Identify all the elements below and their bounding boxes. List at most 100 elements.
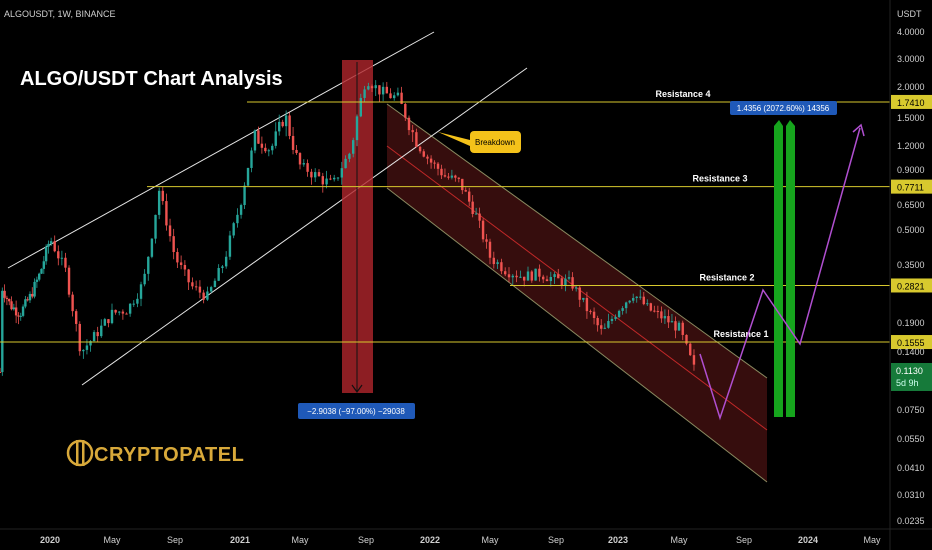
- candle-body: [667, 316, 670, 323]
- candle-body: [515, 275, 518, 278]
- candle-body: [198, 286, 202, 293]
- y-tick-label: 0.0235: [897, 516, 925, 526]
- candle-body: [172, 236, 175, 253]
- y-tick-label: 0.9000: [897, 165, 925, 175]
- rise-measure-box: [730, 101, 837, 115]
- candle-body: [274, 131, 277, 146]
- target-bar-left: [774, 126, 783, 417]
- y-tick-label: 2.0000: [897, 82, 925, 92]
- candle-body: [154, 214, 157, 239]
- candle-body: [21, 306, 25, 316]
- x-tick-label: May: [103, 535, 121, 545]
- candle-body: [232, 223, 235, 236]
- candle-body: [157, 190, 161, 215]
- candle-body: [284, 115, 288, 127]
- candle-body: [582, 297, 585, 300]
- candle-body: [243, 185, 246, 206]
- candle-body: [31, 293, 34, 297]
- candle-body: [132, 303, 135, 305]
- y-tick-label: 0.6500: [897, 200, 925, 210]
- candle-body: [348, 153, 351, 159]
- candle-body: [367, 86, 370, 90]
- resistance-price-tag: [891, 94, 932, 109]
- candle-body: [3, 290, 6, 298]
- candle-body: [239, 205, 243, 215]
- candle-body: [74, 311, 78, 324]
- candle-body: [632, 298, 635, 301]
- candle-body: [35, 279, 39, 282]
- candle-body: [393, 95, 396, 99]
- resistance-price-tag: [891, 179, 932, 194]
- candle-body: [295, 149, 298, 154]
- candle-body: [12, 307, 16, 310]
- resistance-price-tag: [891, 278, 932, 293]
- candle-body: [574, 287, 578, 289]
- candle-body: [352, 140, 355, 154]
- y-tick-label: 1.2000: [897, 141, 925, 151]
- candle-body: [474, 213, 478, 215]
- candle-body: [478, 213, 481, 221]
- candle-body: [100, 325, 103, 337]
- candle-body: [374, 85, 377, 89]
- candle-body: [560, 278, 564, 286]
- channel-upper-line: [386, 103, 768, 379]
- candle-body: [253, 130, 257, 151]
- candle-body: [281, 121, 284, 127]
- cryptopatel-logo: [66, 439, 94, 467]
- candle-body: [224, 256, 228, 267]
- y-tick-label: 0.5000: [897, 225, 925, 235]
- candle-body: [82, 349, 85, 352]
- resistance-layer: Resistance 4 1.7410 Resistance 3 0.7711 Resi…: [0, 89, 932, 350]
- candle-body: [161, 190, 164, 202]
- candle-body: [685, 334, 688, 344]
- resistance-name: Resistance 1: [713, 329, 768, 339]
- x-tick-label: 2022: [420, 535, 440, 545]
- candle-body: [624, 302, 628, 309]
- ascending-channel-lower: [81, 67, 528, 386]
- candle-body: [168, 225, 172, 237]
- candle-body: [187, 269, 190, 283]
- y-tick-label: 0.1900: [897, 318, 925, 328]
- candle-body: [457, 177, 461, 179]
- y-tick-label: 0.0310: [897, 490, 925, 500]
- x-tick-label: Sep: [167, 535, 183, 545]
- candle-body: [429, 158, 433, 163]
- projection-path: [699, 127, 861, 421]
- candle-body: [143, 273, 146, 285]
- candle-body: [317, 172, 321, 177]
- candle-body: [257, 130, 260, 144]
- candle-body: [291, 135, 295, 150]
- chart-title: ALGO/USDT Chart Analysis: [20, 68, 283, 90]
- candle-body: [17, 315, 20, 317]
- candle-body: [549, 277, 553, 282]
- x-tick-label: 2020: [40, 535, 60, 545]
- candle-body: [344, 158, 347, 169]
- candle-body: [260, 143, 264, 148]
- candle-body: [381, 86, 385, 95]
- resistance-name: Resistance 4: [655, 89, 710, 99]
- candle-body: [426, 156, 429, 159]
- candle-body: [440, 168, 443, 176]
- candle-body: [217, 268, 220, 281]
- candle-body: [507, 274, 511, 278]
- candle-body: [325, 178, 328, 185]
- candle-body: [519, 276, 522, 278]
- candle-body: [125, 313, 128, 315]
- candle-body: [592, 311, 596, 318]
- logo-text: CRYPTOPATEL: [94, 444, 244, 466]
- y-tick-label: 3.0000: [897, 54, 925, 64]
- x-tick-label: May: [291, 535, 309, 545]
- candle-body: [646, 303, 649, 305]
- candle-body: [454, 175, 457, 178]
- target-bar-right: [786, 126, 795, 417]
- candle-body: [209, 287, 213, 292]
- candle-body: [689, 343, 692, 356]
- candle-body: [681, 322, 684, 335]
- x-tick-label: Sep: [358, 535, 374, 545]
- candle-body: [0, 371, 2, 373]
- candle-body: [28, 293, 32, 301]
- candle-body: [264, 147, 267, 152]
- bearish-channel-fill: [387, 104, 767, 482]
- candle-body: [118, 311, 121, 313]
- candle-body: [92, 332, 96, 342]
